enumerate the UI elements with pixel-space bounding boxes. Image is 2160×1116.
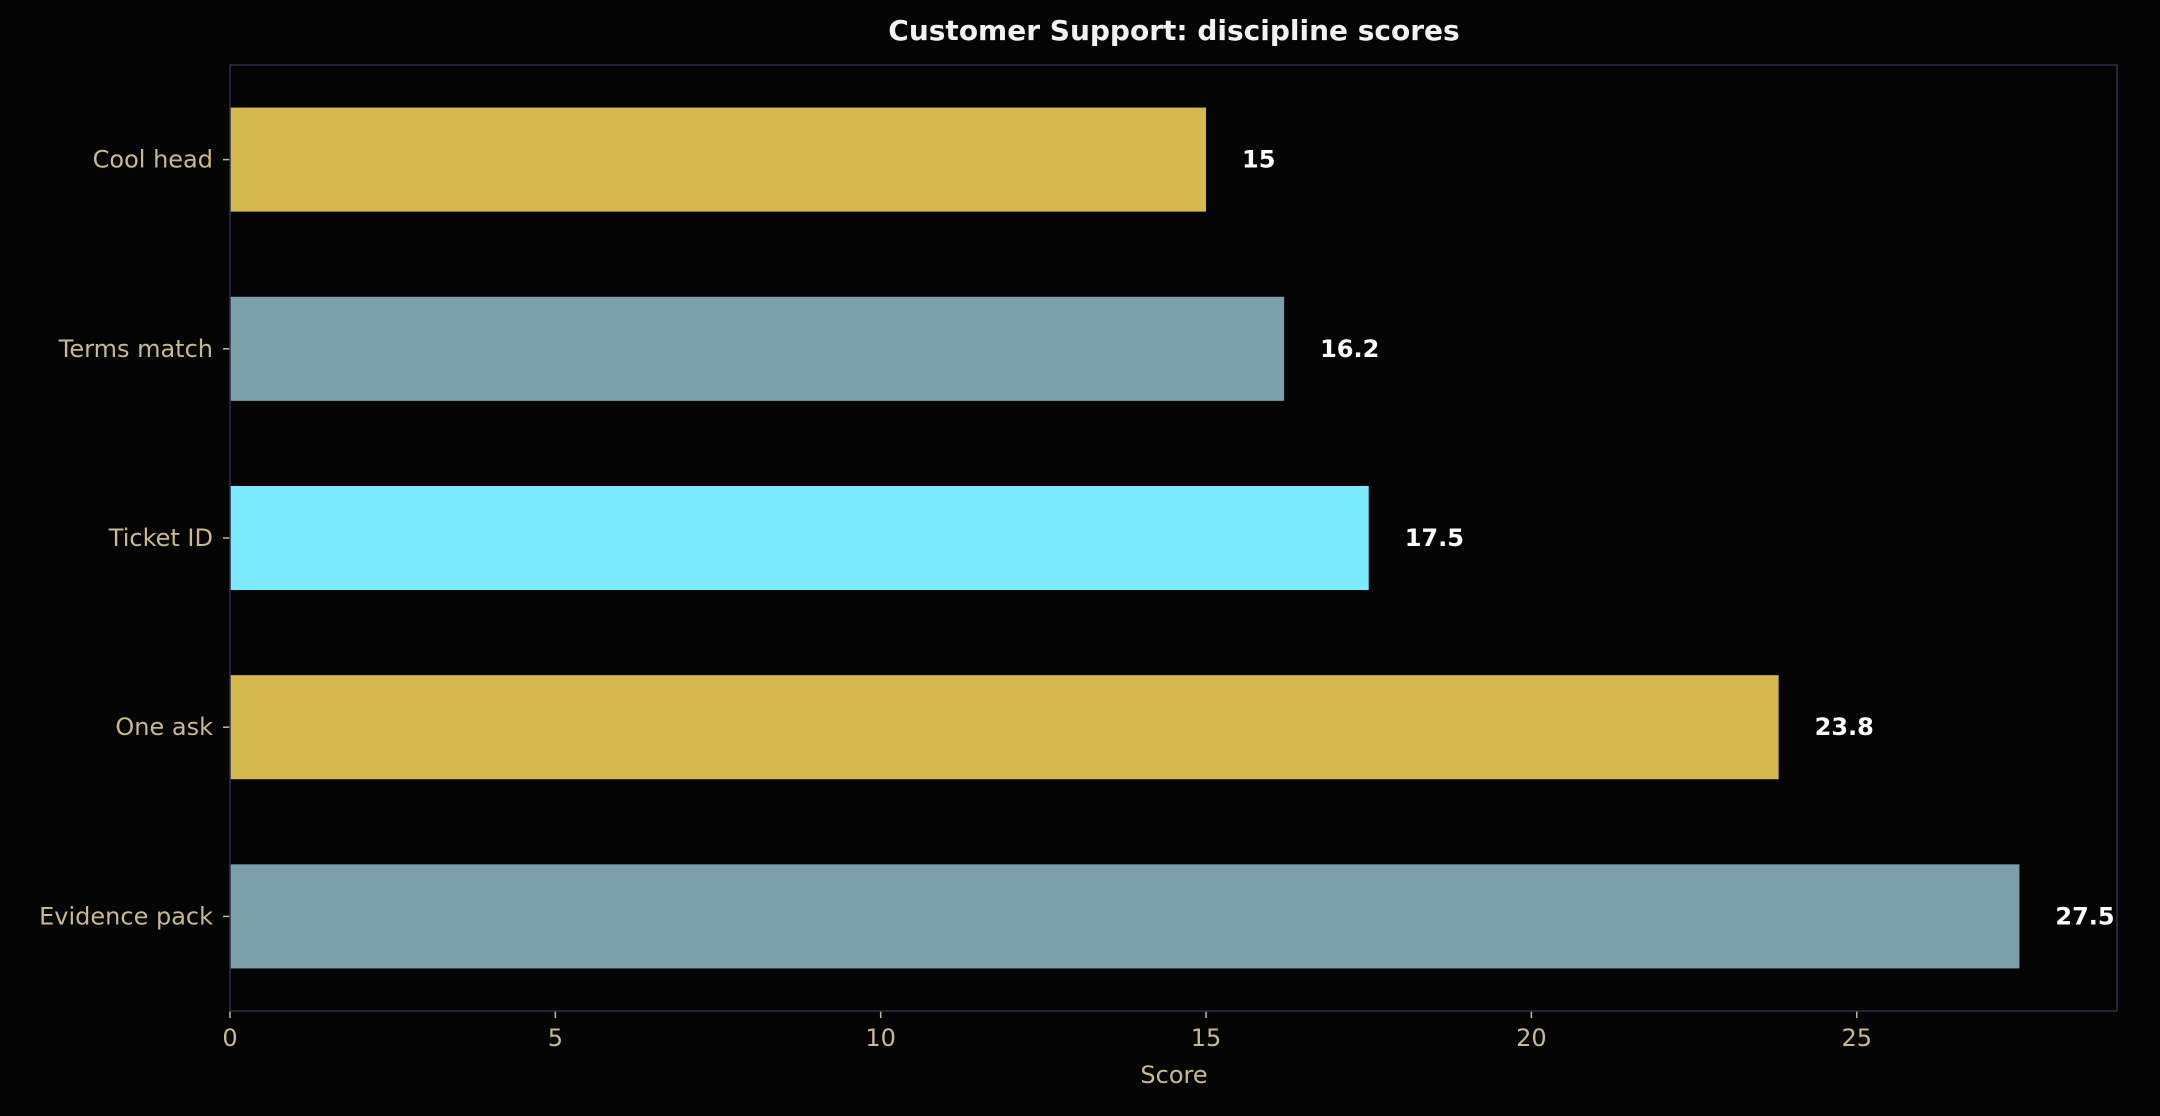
bar-evidence-pack: [230, 864, 2020, 969]
x-tick-label: 15: [1191, 1024, 1222, 1052]
value-label: 27.5: [2055, 902, 2114, 930]
y-tick-label: Ticket ID: [108, 524, 213, 552]
bars-group: [230, 107, 2020, 969]
y-tick-label: Terms match: [58, 335, 213, 363]
plot-frame: [229, 64, 2118, 1012]
value-labels-group: 15 16.2 17.5 23.8 27.5: [1242, 146, 2115, 931]
x-tick-label: 0: [222, 1024, 237, 1052]
bar-one-ask: [230, 675, 1779, 780]
y-tick-label: Evidence pack: [39, 902, 213, 930]
y-tick-label: Cool head: [93, 146, 213, 174]
y-tick-label: One ask: [115, 713, 213, 741]
bar-terms-match: [230, 296, 1285, 401]
x-axis: 0 5 10 15 20 25: [222, 1011, 1872, 1052]
value-label: 16.2: [1320, 335, 1379, 363]
x-tick-label: 10: [865, 1024, 896, 1052]
value-label: 23.8: [1815, 713, 1874, 741]
y-axis: Cool head Terms match Ticket ID One ask Evid…: [39, 146, 230, 930]
value-label: 15: [1242, 146, 1275, 174]
x-axis-label: Score: [1140, 1061, 1207, 1089]
x-tick-label: 5: [548, 1024, 563, 1052]
bar-cool-head: [230, 107, 1207, 212]
chart-title: Customer Support: discipline scores: [888, 14, 1459, 47]
value-label: 17.5: [1405, 524, 1464, 552]
x-tick-label: 20: [1516, 1024, 1547, 1052]
x-tick-label: 25: [1841, 1024, 1872, 1052]
bar-ticket-id: [230, 485, 1369, 591]
